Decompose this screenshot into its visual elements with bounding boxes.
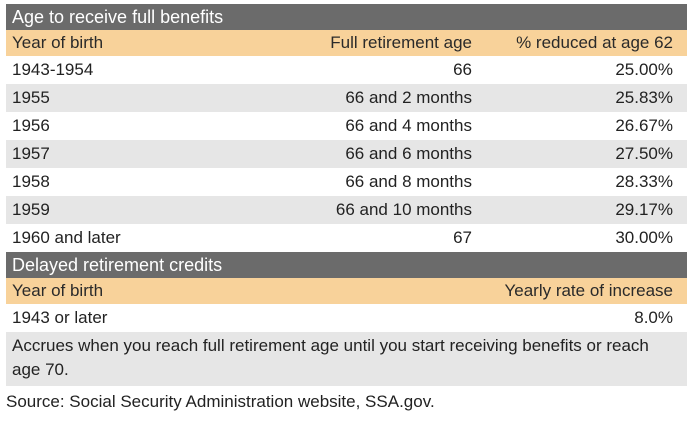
cell-year: 1959 <box>12 200 50 219</box>
cell-year: 1958 <box>12 172 50 191</box>
cell-age: 66 <box>453 60 472 79</box>
cell-reduction: 29.17% <box>615 200 673 219</box>
cell-year: 1956 <box>12 116 50 135</box>
source-note: Source: Social Security Administration w… <box>6 392 435 411</box>
cell-age: 66 and 2 months <box>345 88 472 107</box>
cell-age: 67 <box>453 228 472 247</box>
cell-reduction: 28.33% <box>615 172 673 191</box>
cell-age: 66 and 4 months <box>345 116 472 135</box>
table-row: 1956 66 and 4 months 26.67% <box>6 112 687 140</box>
cell-year: 1955 <box>12 88 50 107</box>
header-year-of-birth: Year of birth <box>12 281 104 300</box>
header-reduced-at-62: % reduced at age 62 <box>516 33 673 52</box>
cell-age: 66 and 10 months <box>335 200 472 219</box>
cell-rate: 8.0% <box>634 308 673 327</box>
benefits-table: Age to receive full benefits Year of bir… <box>6 4 687 386</box>
section-title-full-benefits: Age to receive full benefits <box>6 4 687 30</box>
table-header-row: Year of birth Full retirement age % redu… <box>6 30 687 56</box>
table-row: 1943-1954 66 25.00% <box>6 56 687 84</box>
table-row: 1955 66 and 2 months 25.83% <box>6 84 687 112</box>
accrual-note: Accrues when you reach full retirement a… <box>6 332 687 386</box>
cell-year: 1957 <box>12 144 50 163</box>
cell-reduction: 26.67% <box>615 116 673 135</box>
cell-reduction: 27.50% <box>615 144 673 163</box>
table-row: 1959 66 and 10 months 29.17% <box>6 196 687 224</box>
cell-age: 66 and 8 months <box>345 172 472 191</box>
cell-age: 66 and 6 months <box>345 144 472 163</box>
cell-year: 1943-1954 <box>12 60 94 79</box>
cell-reduction: 25.83% <box>615 88 673 107</box>
cell-year: 1943 or later <box>12 308 108 327</box>
table-header-row: Year of birth Yearly rate of increase <box>6 278 687 304</box>
cell-reduction: 25.00% <box>615 60 673 79</box>
header-full-retirement-age: Full retirement age <box>330 33 472 52</box>
header-year-of-birth: Year of birth <box>12 33 104 52</box>
table-row: 1943 or later 8.0% <box>6 304 687 332</box>
header-yearly-rate: Yearly rate of increase <box>504 281 673 300</box>
table-row: 1957 66 and 6 months 27.50% <box>6 140 687 168</box>
cell-reduction: 30.00% <box>615 228 673 247</box>
cell-year: 1960 and later <box>12 228 121 247</box>
section-title-delayed-credits: Delayed retirement credits <box>6 252 687 278</box>
table-row: 1960 and later 67 30.00% <box>6 224 687 252</box>
table-row: 1958 66 and 8 months 28.33% <box>6 168 687 196</box>
